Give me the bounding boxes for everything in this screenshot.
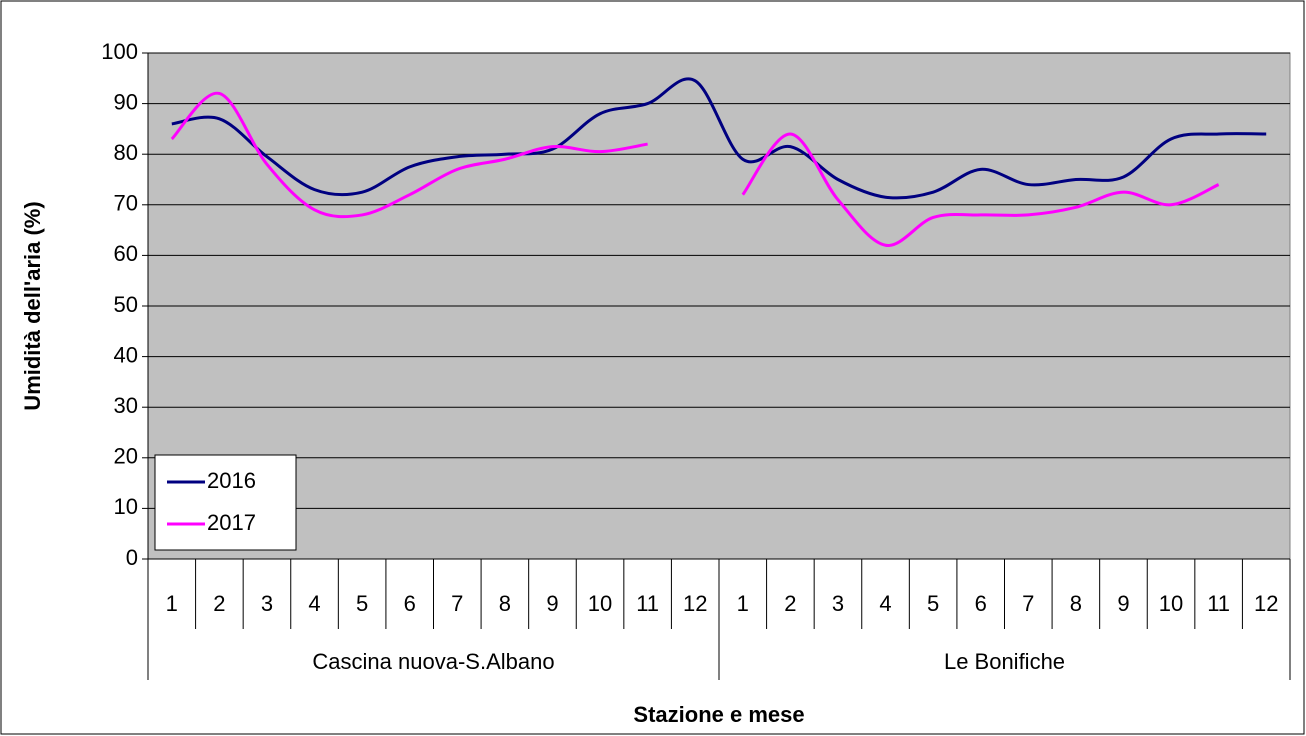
x-tick-label: 8: [1070, 591, 1082, 616]
x-group-label: Cascina nuova-S.Albano: [312, 649, 554, 674]
legend-label: 2017: [207, 510, 256, 535]
x-tick-label: 4: [308, 591, 320, 616]
y-tick-label: 10: [114, 494, 138, 519]
series-line: [170, 91, 648, 219]
x-tick-label: 1: [166, 591, 178, 616]
x-tick-label: 6: [404, 591, 416, 616]
y-tick-label: 100: [101, 39, 138, 64]
x-tick-label: 9: [1117, 591, 1129, 616]
x-tick-label: 5: [356, 591, 368, 616]
x-tick-label: 2: [784, 591, 796, 616]
x-tick-label: 10: [588, 591, 612, 616]
x-tick-label: 12: [683, 591, 707, 616]
y-tick-label: 30: [114, 393, 138, 418]
x-tick-label: 8: [499, 591, 511, 616]
series-line: [171, 77, 1267, 200]
x-tick-label: 9: [546, 591, 558, 616]
x-tick-label: 5: [927, 591, 939, 616]
x-tick-label: 2: [213, 591, 225, 616]
x-tick-label: 7: [1022, 591, 1034, 616]
y-tick-label: 40: [114, 342, 138, 367]
y-tick-label: 90: [114, 89, 138, 114]
x-tick-label: 1: [737, 591, 749, 616]
x-group-label: Le Bonifiche: [944, 649, 1065, 674]
x-tick-label: 4: [879, 591, 891, 616]
y-axis-title: Umidità dell'aria (%): [20, 201, 45, 410]
y-tick-label: 50: [114, 292, 138, 317]
y-tick-label: 0: [126, 545, 138, 570]
x-tick-label: 11: [1207, 591, 1230, 616]
y-tick-label: 70: [114, 191, 138, 216]
x-tick-label: 3: [832, 591, 844, 616]
x-tick-label: 3: [261, 591, 273, 616]
legend-box: [154, 454, 297, 551]
x-tick-label: 6: [975, 591, 987, 616]
x-tick-label: 10: [1159, 591, 1183, 616]
legend-label: 2016: [207, 468, 256, 493]
y-tick-label: 80: [114, 140, 138, 165]
series-line: [741, 132, 1220, 247]
x-tick-label: 11: [636, 591, 659, 616]
x-axis-title: Stazione e mese: [633, 702, 804, 727]
x-tick-label: 7: [451, 591, 463, 616]
y-tick-label: 20: [114, 444, 138, 469]
y-tick-label: 60: [114, 241, 138, 266]
x-tick-label: 12: [1254, 591, 1278, 616]
